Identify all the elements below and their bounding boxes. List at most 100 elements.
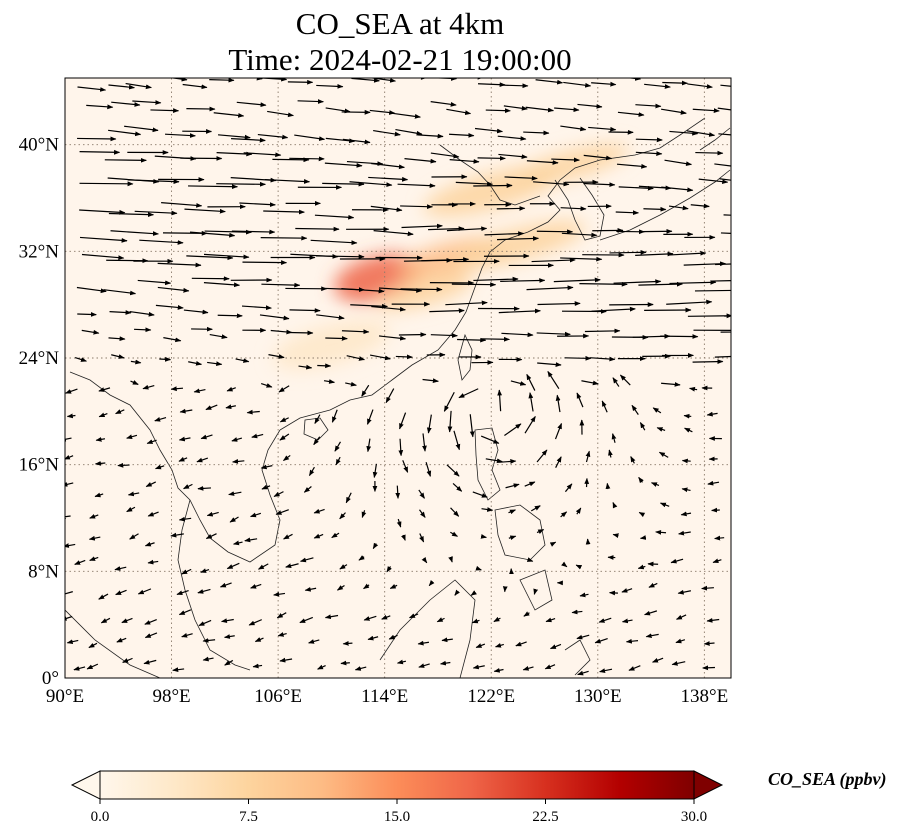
- coastline-malay-peninsula: [177, 499, 251, 671]
- wind-arrow: [719, 178, 731, 181]
- wind-arrow: [179, 408, 193, 414]
- wind-arrow: [494, 643, 504, 648]
- wind-arrow: [372, 463, 378, 479]
- wind-arrow: [560, 511, 568, 518]
- wind-arrow: [285, 563, 299, 569]
- wind-arrow: [429, 308, 465, 314]
- wind-arrow: [145, 481, 157, 488]
- wind-arrow: [289, 308, 321, 313]
- wind-arrow: [202, 638, 216, 643]
- lat-tick-label: 8°N: [28, 561, 59, 582]
- wind-arrow: [146, 439, 157, 444]
- wind-arrow: [579, 592, 589, 598]
- wind-arrow: [267, 110, 294, 118]
- wind-arrow: [545, 617, 556, 623]
- wind-arrow: [203, 253, 250, 260]
- wind-arrow: [648, 582, 658, 588]
- wind-arrow: [226, 386, 236, 392]
- wind-arrow: [609, 249, 647, 255]
- wind-arrow: [299, 616, 314, 624]
- wind-arrow: [458, 388, 479, 399]
- wind-arrow: [661, 186, 694, 193]
- map-title-line2: Time: 2024-02-21 19:00:00: [228, 42, 572, 77]
- wind-arrow: [336, 585, 345, 591]
- wind-arrow: [671, 661, 686, 666]
- wind-arrow: [625, 638, 639, 644]
- wind-arrow: [183, 309, 209, 315]
- wind-arrow: [677, 589, 691, 595]
- wind-arrow: [584, 328, 621, 334]
- wind-arrow: [720, 232, 731, 234]
- wind-arrow: [680, 511, 692, 517]
- wind-arrow: [299, 557, 314, 563]
- wind-arrow: [400, 287, 443, 292]
- wind-arrow: [257, 133, 289, 140]
- wind-arrow: [449, 158, 480, 164]
- wind-arrow: [111, 354, 125, 359]
- wind-arrow: [366, 409, 374, 425]
- wind-arrow: [143, 659, 157, 665]
- wind-arrow: [421, 257, 470, 262]
- wind-arrow: [279, 417, 289, 423]
- wind-arrow: [668, 205, 689, 211]
- wind-arrow: [77, 312, 97, 317]
- wind-arrow: [503, 105, 528, 111]
- wind-arrow: [589, 356, 616, 362]
- wind-arrow: [678, 530, 691, 536]
- wind-arrow: [504, 423, 522, 437]
- wind-arrow: [669, 279, 717, 285]
- wind-arrow: [239, 202, 276, 208]
- wind-arrow: [315, 254, 365, 260]
- wind-arrow: [551, 157, 580, 163]
- wind-arrow: [681, 458, 691, 464]
- wind-arrow: [526, 285, 574, 291]
- wind-arrow: [115, 409, 125, 415]
- wind-arrow: [613, 279, 662, 285]
- longitude-ticks: 90°E 98°E 106°E 114°E 122°E 130°E 138°E: [46, 686, 728, 707]
- wind-arrow: [422, 433, 427, 452]
- wind-arrow: [231, 437, 243, 442]
- wind-arrow: [452, 482, 463, 492]
- wind-arrow: [638, 476, 644, 484]
- wind-arrow: [454, 589, 461, 596]
- wind-arrow: [259, 314, 290, 321]
- wind-arrow: [345, 381, 357, 387]
- wind-arrow: [231, 229, 276, 235]
- wind-arrow: [209, 78, 235, 83]
- coastline-korea: [554, 177, 605, 241]
- wind-arrow: [331, 409, 338, 423]
- wind-arrow: [446, 464, 460, 477]
- wind-arrow: [324, 614, 339, 620]
- wind-arrow: [350, 303, 388, 309]
- lon-tick-label: 90°E: [46, 686, 84, 707]
- map-background: [65, 78, 731, 678]
- wind-arrow: [178, 436, 191, 442]
- wind-arrow: [448, 556, 453, 563]
- lat-tick-label: 0°: [42, 668, 59, 689]
- wind-arrow: [417, 133, 444, 139]
- wind-arrow: [361, 510, 367, 518]
- wind-arrow: [134, 210, 178, 216]
- wind-arrow: [98, 593, 109, 600]
- wind-arrow: [263, 209, 305, 215]
- lat-tick-label: 32°N: [19, 241, 60, 262]
- wind-arrow: [196, 457, 209, 463]
- wind-arrow: [684, 427, 693, 433]
- wind-arrow: [404, 158, 437, 164]
- wind-arrow: [707, 480, 720, 486]
- wind-arrow: [142, 384, 155, 390]
- wind-arrow: [535, 79, 564, 85]
- wind-arrow: [430, 333, 458, 338]
- wind-arrow: [561, 232, 598, 238]
- wind-arrow: [228, 491, 242, 496]
- wind-arrow: [497, 389, 503, 412]
- wind-arrow: [317, 664, 326, 670]
- wind-arrow: [717, 107, 731, 111]
- wind-arrow: [643, 206, 667, 212]
- wind-arrow: [504, 175, 538, 181]
- wind-arrow: [701, 585, 714, 591]
- wind-arrow: [396, 518, 402, 528]
- wind-arrow: [225, 404, 236, 410]
- wind-arrow: [447, 410, 453, 433]
